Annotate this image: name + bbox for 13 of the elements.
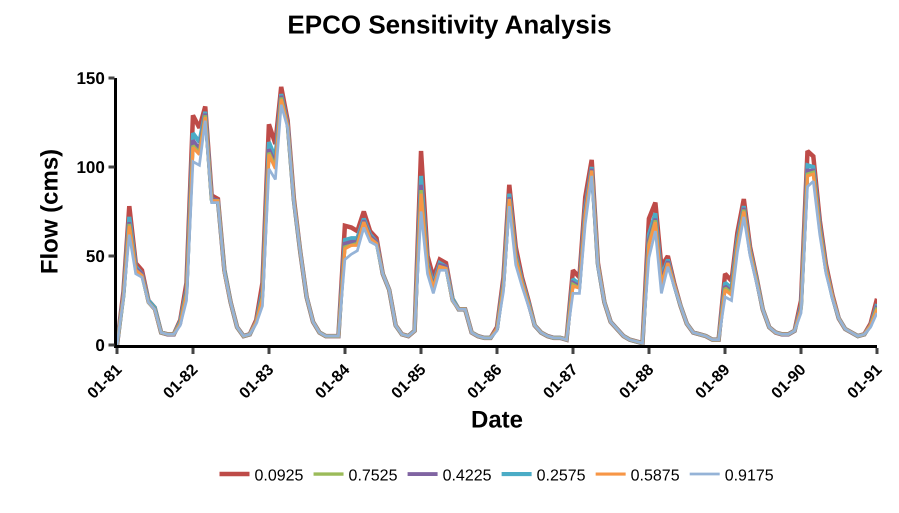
y-tick-label: 150 xyxy=(76,68,105,88)
legend-label: 0.2575 xyxy=(536,467,586,484)
y-tick-label: 50 xyxy=(86,246,105,266)
y-axis-title: Flow (cms) xyxy=(36,148,64,274)
chart-title: EPCO Sensitivity Analysis xyxy=(287,10,612,40)
legend-label: 0.9175 xyxy=(724,467,774,484)
legend-label: 0.7525 xyxy=(348,467,398,484)
x-axis-title: Date xyxy=(470,406,524,434)
legend-label: 0.5875 xyxy=(630,467,680,484)
y-tick-label: 0 xyxy=(95,336,105,355)
legend-label: 0.0925 xyxy=(254,467,304,484)
legend-label: 0.4225 xyxy=(442,467,492,484)
y-tick-label: 100 xyxy=(76,158,105,177)
